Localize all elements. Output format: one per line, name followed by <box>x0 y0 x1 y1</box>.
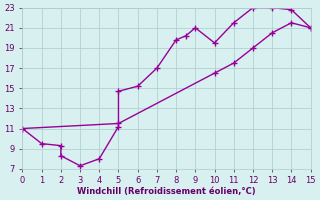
X-axis label: Windchill (Refroidissement éolien,°C): Windchill (Refroidissement éolien,°C) <box>77 187 256 196</box>
